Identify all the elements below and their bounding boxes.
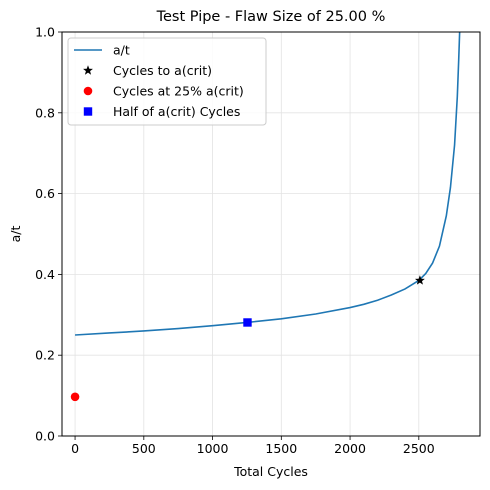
- legend-entry-3: Half of a(crit) Cycles: [83, 104, 240, 119]
- x-tick-label-0: 0: [71, 441, 79, 456]
- y-tick-label-2: 0.4: [35, 267, 55, 282]
- x-tick-label-5: 2500: [403, 441, 435, 456]
- legend-entry-1: Cycles to a(crit): [83, 63, 212, 78]
- x-axis-label: Total Cycles: [233, 464, 308, 479]
- x-tick-label-1: 500: [132, 441, 156, 456]
- x-tick-label-4: 2000: [334, 441, 366, 456]
- x-tick-label-2: 1000: [197, 441, 229, 456]
- y-tick-label-4: 0.8: [35, 105, 55, 120]
- legend-entry-0: a/t: [74, 43, 130, 58]
- chart-title: Test Pipe - Flaw Size of 25.00 %: [156, 9, 386, 25]
- marker-square-3-0: [243, 318, 252, 327]
- legend-box: [67, 37, 267, 126]
- legend-entry-2: Cycles at 25% a(crit): [83, 84, 244, 99]
- y-tick-label-0: 0.0: [35, 429, 55, 444]
- legend-label-0: a/t: [113, 43, 130, 58]
- x-tick-label-3: 1500: [265, 441, 297, 456]
- y-tick-label-1: 0.2: [35, 348, 55, 363]
- plot-frame: [61, 31, 481, 437]
- legend-label-2: Cycles at 25% a(crit): [113, 84, 244, 99]
- legend-marker-square: [83, 107, 93, 116]
- series-layer: [70, 32, 461, 402]
- marker-circle-2-0: [70, 392, 80, 402]
- series-line-at: [75, 32, 461, 336]
- legend-marker-circle: [83, 86, 93, 96]
- legend-label-1: Cycles to a(crit): [113, 63, 212, 78]
- ticks: 0 500 1000 1500 2000 2500 0.0 0.2 0.4 0.6 0.8 1.0: [35, 25, 435, 457]
- y-tick-label-5: 1.0: [35, 25, 55, 40]
- legend-label-3: Half of a(crit) Cycles: [113, 104, 240, 119]
- marker-star-1-0: [414, 275, 425, 285]
- y-tick-label-3: 0.6: [35, 186, 55, 201]
- y-axis-label: a/t: [8, 226, 23, 243]
- legend: a/t Cycles to a(crit) Cycles at 25% a(crit…: [67, 37, 267, 126]
- legend-marker-star: [83, 65, 93, 75]
